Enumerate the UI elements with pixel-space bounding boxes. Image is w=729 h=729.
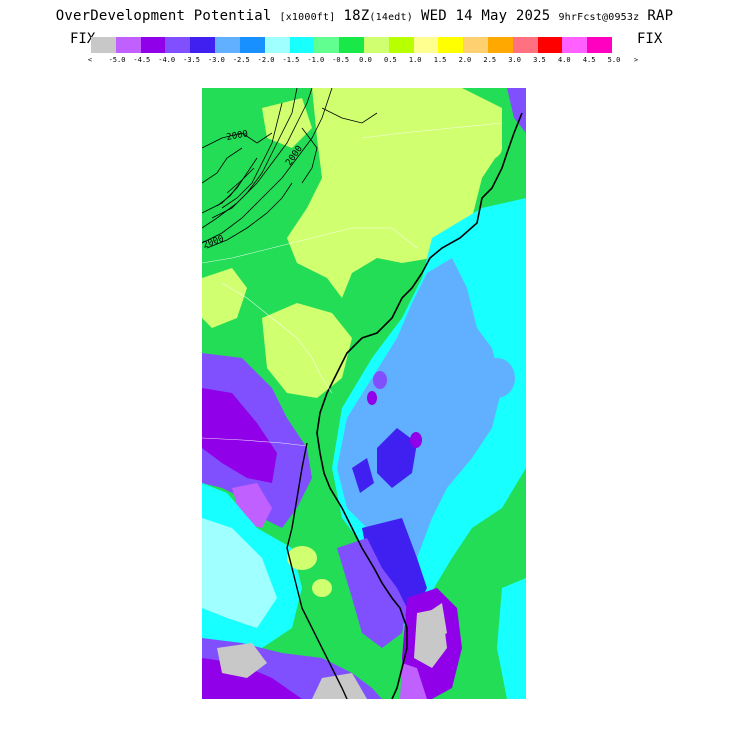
scale-tick-label: 0.5: [384, 56, 397, 64]
scale-swatch: [438, 37, 464, 53]
scale-tick-label: 3.5: [533, 56, 546, 64]
scale-swatch: [339, 37, 364, 53]
field-gray-offshore: [427, 603, 447, 643]
field-blob-blue-2: [452, 423, 476, 443]
scale-swatch: [140, 37, 166, 53]
forecast-map: 2000 2000 2000: [202, 88, 526, 699]
color-scale: [91, 37, 613, 53]
scale-tick-label: -4.5: [133, 56, 151, 64]
field-blob-yg-3: [472, 136, 502, 160]
scale-swatch: [587, 37, 613, 53]
scale-swatch: [388, 37, 414, 53]
scale-swatch: [239, 37, 265, 53]
scale-tick-label: 1.5: [433, 56, 447, 64]
scale-tick-label: 4.0: [557, 56, 571, 64]
field-purple-west-core: [202, 388, 277, 483]
scale-swatch: [190, 37, 216, 53]
scale-swatch: [215, 37, 240, 53]
state-border-nc-sc: [202, 227, 418, 264]
field-lightcyan-southwest: [202, 518, 277, 628]
scale-tick-label: -2.0: [257, 56, 275, 64]
field-blue-south: [362, 518, 427, 618]
field-blob-yg-1: [287, 546, 317, 570]
contour-label-3: 2000: [226, 129, 249, 143]
scale-swatch: [91, 37, 116, 53]
scale-tick-label: -5.0: [108, 56, 126, 64]
field-purple-ne-edge: [507, 88, 526, 133]
scale-swatch: [562, 37, 588, 53]
scale-swatch: [264, 37, 290, 53]
scale-swatch: [537, 37, 563, 53]
scale-tick-label: -3.5: [183, 56, 200, 64]
field-yellowgreen-west: [202, 268, 247, 328]
coastline-florida-west: [286, 442, 348, 699]
field-blob-blue-5: [367, 391, 377, 405]
field-purple-south-band: [337, 538, 407, 648]
title-forecast: 9hrFcst@0953z: [558, 12, 640, 23]
state-border-ga-fl: [202, 437, 308, 447]
scale-tick-label: -3.0: [207, 56, 225, 64]
title-valid-hour: 18Z: [343, 8, 370, 24]
scale-swatch: [463, 37, 488, 53]
scale-tick-label: 5.0: [607, 56, 621, 64]
title-date: WED 14 May 2025: [420, 8, 551, 24]
scale-swatch: [289, 37, 315, 53]
scale-tick-label: 2.5: [483, 56, 497, 64]
scale-over-arrow: >: [633, 56, 639, 64]
map-canvas: 2000 2000 2000: [202, 88, 526, 699]
state-border-north: [361, 122, 503, 139]
field-blob-blue-4: [410, 432, 422, 448]
field-blue-offshore: [377, 428, 417, 488]
title-units: [x1000ft]: [279, 12, 336, 23]
scale-tick-label: -1.0: [307, 56, 325, 64]
terrain-contours: [202, 88, 378, 249]
title-local-time: (14edt): [369, 12, 413, 23]
scale-swatch: [413, 37, 439, 53]
scale-swatch: [314, 37, 340, 53]
scale-tick-label: 2.0: [458, 56, 472, 64]
state-border-sc-ga: [221, 282, 333, 394]
map-title: OverDevelopment Potential [x1000ft] 18Z(…: [0, 8, 729, 24]
field-blob-blue-1: [479, 358, 515, 398]
scale-under-arrow: <: [87, 56, 93, 64]
scale-tick-label: 0.0: [359, 56, 372, 64]
scale-tick-label: 1.0: [408, 56, 422, 64]
field-blob-yg-2: [312, 579, 332, 597]
scale-tick-label: 3.0: [508, 56, 521, 64]
title-product: OverDevelopment Potential: [55, 8, 272, 24]
field-gray-bottom-left: [217, 643, 267, 678]
scale-swatch: [488, 37, 513, 53]
scale-tick-label: -0.5: [332, 56, 350, 64]
field-blob-blue-3: [373, 371, 387, 389]
scale-tick-label: -2.5: [232, 56, 250, 64]
field-cyan-east-edge: [497, 578, 526, 699]
field-gray-bottom-center: [312, 673, 367, 699]
scale-left-label: FIX: [70, 31, 96, 47]
scale-swatch: [115, 37, 141, 53]
scale-tick-label: -1.5: [282, 56, 300, 64]
scale-ticks: < -5.0 -4.5 -4.0 -3.5 -3.0 -2.5 -2.0 -1.5 -1.0 -0.…: [84, 56, 644, 66]
scale-swatch: [165, 37, 191, 53]
scale-swatch: [363, 37, 389, 53]
field-lilac-southeast: [400, 663, 427, 699]
field-lightblue-offshore: [337, 258, 502, 568]
coastline: [316, 112, 523, 699]
field-yellowgreen-north: [287, 88, 502, 298]
scale-swatch: [512, 37, 538, 53]
scale-right-label: FIX: [637, 31, 663, 47]
field-blue-offshore-2: [352, 458, 374, 493]
scale-tick-label: -4.0: [158, 56, 176, 64]
field-yellowgreen-mid: [262, 303, 352, 398]
title-model: RAP: [647, 8, 674, 24]
scale-tick-label: 4.5: [582, 56, 596, 64]
